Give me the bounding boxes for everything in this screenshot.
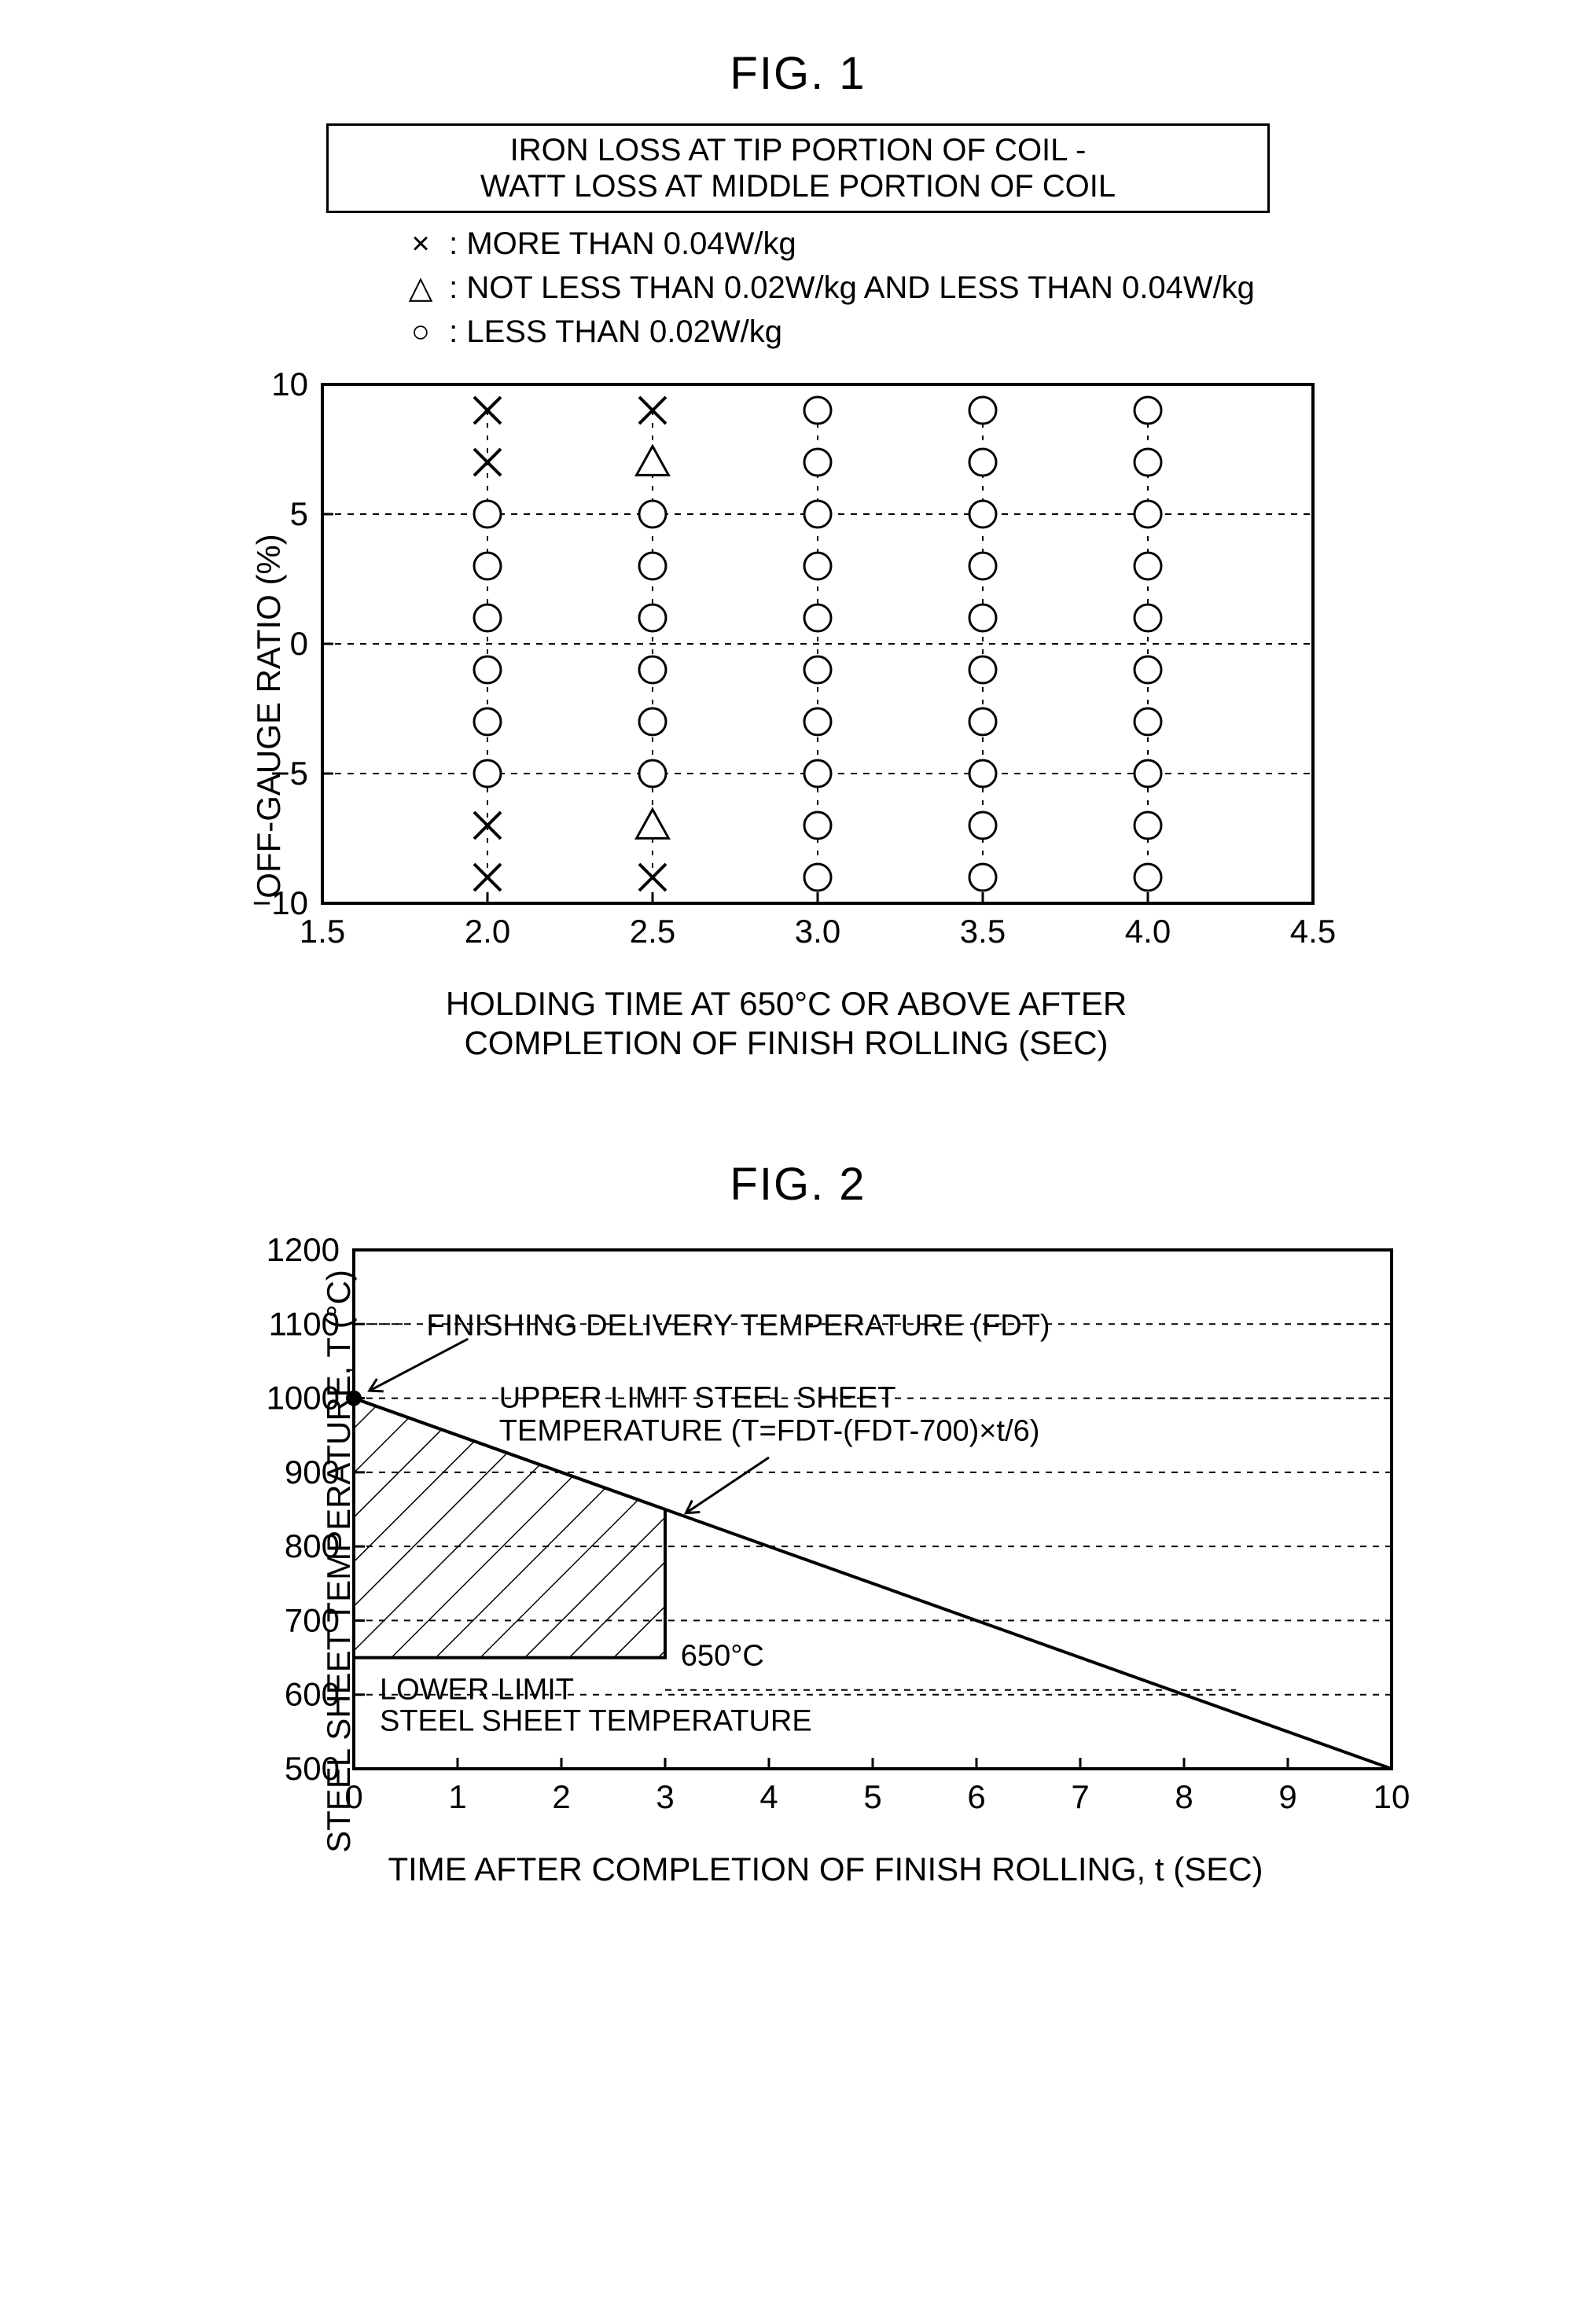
svg-text:TEMPERATURE (T=FDT-(FDT-700)×t: TEMPERATURE (T=FDT-(FDT-700)×t/6)	[499, 1414, 1040, 1447]
svg-text:650°C: 650°C	[681, 1639, 764, 1672]
svg-text:LOWER LIMIT: LOWER LIMIT	[380, 1673, 574, 1706]
svg-text:5: 5	[863, 1778, 881, 1815]
svg-text:9: 9	[1278, 1778, 1296, 1815]
svg-text:1: 1	[448, 1778, 466, 1815]
fig1-legend-box: IRON LOSS AT TIP PORTION OF COIL - WATT …	[326, 123, 1270, 213]
svg-text:STEEL SHEET TEMPERATURE: STEEL SHEET TEMPERATURE	[380, 1704, 812, 1737]
legend-symbol-triangle-icon: △	[401, 266, 440, 309]
svg-text:3.5: 3.5	[960, 913, 1006, 950]
svg-text:3: 3	[656, 1778, 674, 1815]
legend-box-line1: IRON LOSS AT TIP PORTION OF COIL -	[341, 132, 1255, 168]
fig1-title: FIG. 1	[31, 47, 1565, 100]
fig1-chart: 1.52.02.53.03.54.04.5−10−50510	[236, 369, 1337, 966]
fig1-block: FIG. 1 IRON LOSS AT TIP PORTION OF COIL …	[31, 47, 1565, 1064]
legend-symbol-x-icon: ×	[401, 222, 440, 265]
svg-text:10: 10	[271, 369, 308, 402]
svg-text:4: 4	[759, 1778, 778, 1815]
svg-text:3.0: 3.0	[795, 913, 840, 950]
fig1-x-label-line2: COMPLETION OF FINISH ROLLING (SEC)	[236, 1024, 1337, 1063]
fig1-legend-items: × : MORE THAN 0.04W/kg △ : NOT LESS THAN…	[401, 222, 1580, 353]
legend-row: ○ : LESS THAN 0.02W/kg	[401, 311, 1580, 353]
legend-row: × : MORE THAN 0.04W/kg	[401, 222, 1580, 265]
svg-text:10: 10	[1374, 1778, 1410, 1815]
fig1-x-label: HOLDING TIME AT 650°C OR ABOVE AFTER COM…	[236, 984, 1337, 1064]
svg-text:2.5: 2.5	[630, 913, 675, 950]
svg-text:UPPER LIMIT STEEL SHEET: UPPER LIMIT STEEL SHEET	[499, 1381, 896, 1414]
svg-text:FINISHING DELIVERY TEMPERATURE: FINISHING DELIVERY TEMPERATURE (FDT)	[426, 1309, 1050, 1342]
fig2-chart: 012345678910500600700800900100011001200F…	[236, 1234, 1415, 1832]
svg-text:4.0: 4.0	[1125, 913, 1171, 950]
legend-label: : LESS THAN 0.02W/kg	[449, 314, 782, 349]
fig2-title: FIG. 2	[31, 1158, 1565, 1211]
legend-label: : MORE THAN 0.04W/kg	[449, 226, 796, 261]
legend-box-line2: WATT LOSS AT MIDDLE PORTION OF COIL	[341, 168, 1255, 204]
svg-text:8: 8	[1175, 1778, 1193, 1815]
svg-text:0: 0	[290, 625, 308, 662]
fig1-y-label: OFF-GAUGE RATIO (%)	[250, 534, 288, 899]
legend-row: △ : NOT LESS THAN 0.02W/kg AND LESS THAN…	[401, 266, 1580, 309]
fig1-x-label-line1: HOLDING TIME AT 650°C OR ABOVE AFTER	[236, 984, 1337, 1024]
legend-label: : NOT LESS THAN 0.02W/kg AND LESS THAN 0…	[449, 270, 1255, 305]
svg-text:6: 6	[967, 1778, 985, 1815]
svg-text:7: 7	[1071, 1778, 1089, 1815]
fig2-y-label: STEEL SHEET TEMPERATURE, T (°C)	[320, 1270, 358, 1854]
svg-text:2.0: 2.0	[465, 913, 510, 950]
fig2-chart-wrap: STEEL SHEET TEMPERATURE, T (°C) 01234567…	[236, 1234, 1415, 1889]
svg-text:5: 5	[290, 495, 308, 532]
fig2-block: FIG. 2 STEEL SHEET TEMPERATURE, T (°C) 0…	[31, 1158, 1565, 1889]
svg-text:2: 2	[552, 1778, 570, 1815]
fig1-chart-wrap: OFF-GAUGE RATIO (%) 1.52.02.53.03.54.04.…	[236, 369, 1337, 1064]
legend-symbol-circle-icon: ○	[401, 311, 440, 353]
svg-text:4.5: 4.5	[1290, 913, 1336, 950]
svg-text:1200: 1200	[267, 1234, 340, 1268]
fig2-x-label: TIME AFTER COMPLETION OF FINISH ROLLING,…	[236, 1850, 1415, 1889]
